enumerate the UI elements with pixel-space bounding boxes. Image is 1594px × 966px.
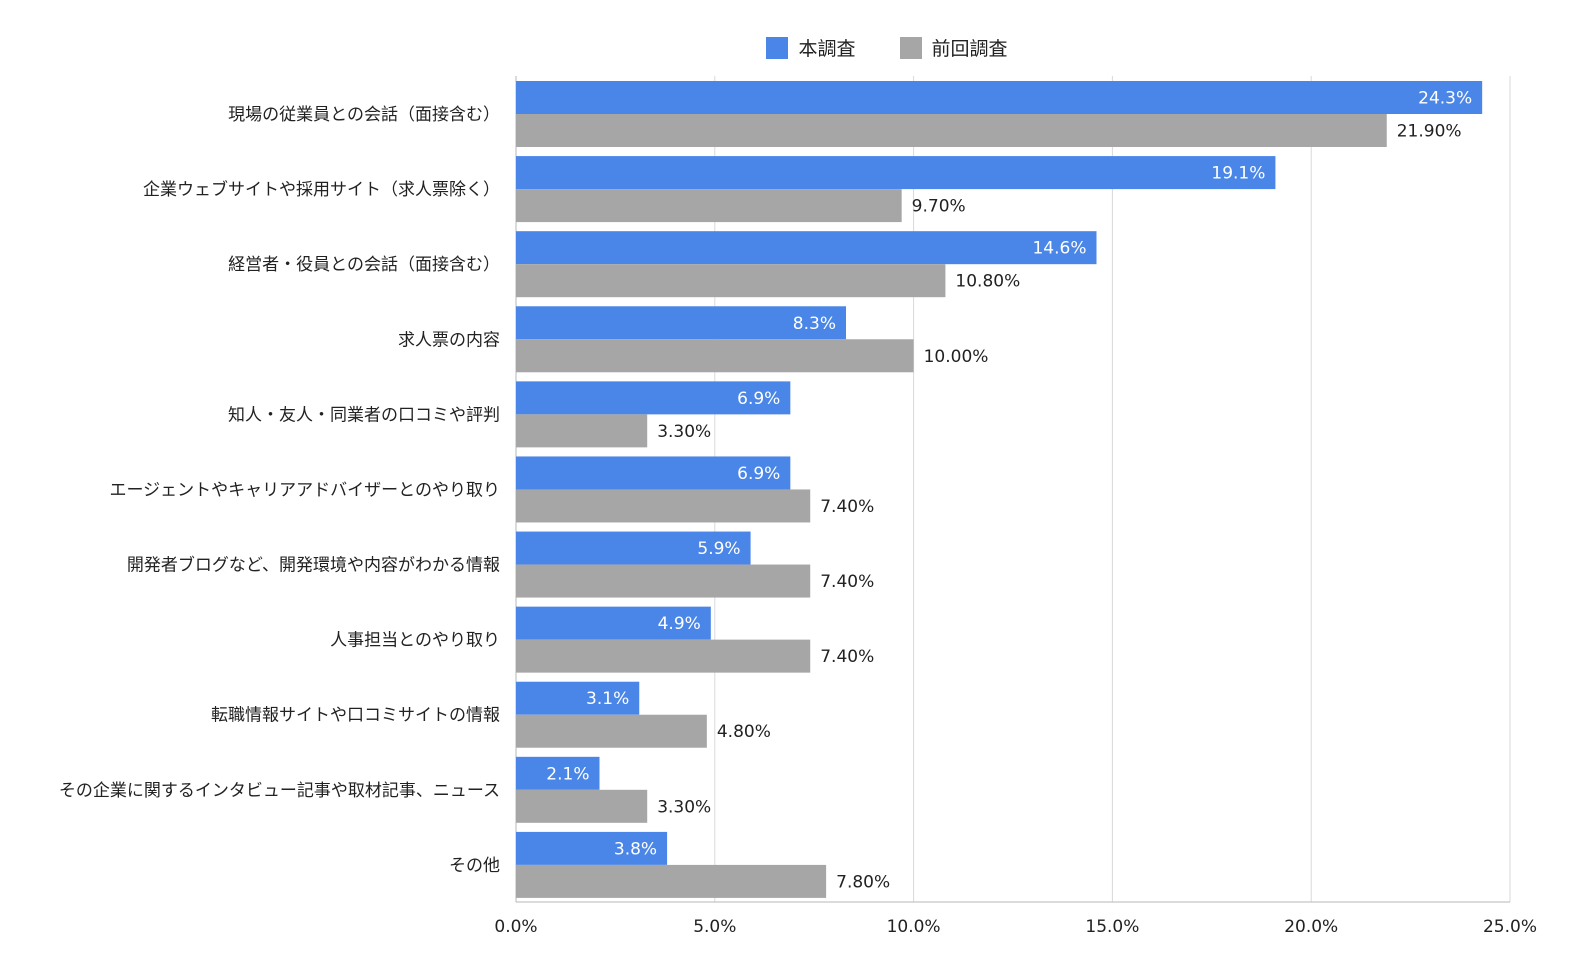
bar-current bbox=[516, 606, 711, 640]
category-label: その企業に関するインタビュー記事や取材記事、ニュース bbox=[59, 781, 500, 801]
data-label-current: 19.1% bbox=[1211, 164, 1265, 184]
x-tick-label: 10.0% bbox=[887, 917, 941, 937]
bar-previous bbox=[516, 339, 914, 373]
bar-current bbox=[516, 81, 1483, 114]
bar-current bbox=[516, 381, 791, 415]
category-label: その他 bbox=[449, 856, 500, 876]
bar-previous bbox=[516, 789, 648, 823]
bar-previous bbox=[516, 864, 827, 898]
category-label: エージェントやキャリアアドバイザーとのやり取り bbox=[110, 480, 501, 500]
data-label-previous: 7.40% bbox=[820, 497, 874, 517]
category-label: 経営者・役員との会話（面接含む） bbox=[228, 255, 500, 275]
x-tick-label: 5.0% bbox=[693, 917, 736, 937]
data-label-previous: 4.80% bbox=[717, 722, 771, 742]
data-label-current: 8.3% bbox=[793, 314, 836, 334]
data-label-current: 6.9% bbox=[737, 389, 780, 409]
x-tick-label: 0.0% bbox=[494, 917, 537, 937]
bar-current bbox=[516, 456, 791, 490]
data-label-previous: 7.40% bbox=[820, 647, 874, 667]
legend-item-previous: 前回調査 bbox=[899, 34, 1008, 61]
data-label-current: 24.3% bbox=[1418, 89, 1472, 109]
category-label: 現場の従業員との会話（面接含む） bbox=[228, 105, 500, 125]
data-label-current: 3.1% bbox=[586, 689, 629, 709]
data-label-previous: 7.80% bbox=[836, 872, 890, 892]
data-label-previous: 3.30% bbox=[657, 422, 711, 442]
legend-swatch-previous bbox=[899, 36, 922, 59]
category-label: 企業ウェブサイトや採用サイト（求人票除く） bbox=[143, 179, 500, 200]
bar-previous bbox=[516, 264, 946, 298]
category-label: 知人・友人・同業者の口コミや評判 bbox=[228, 405, 500, 425]
bar-previous bbox=[516, 564, 811, 598]
data-label-current: 5.9% bbox=[697, 539, 740, 559]
bar-current bbox=[516, 231, 1097, 265]
x-tick-label: 20.0% bbox=[1284, 917, 1338, 937]
data-label-previous: 3.30% bbox=[657, 797, 711, 817]
data-label-current: 14.6% bbox=[1032, 239, 1086, 259]
bar-previous bbox=[516, 714, 707, 748]
category-label: 開発者ブログなど、開発環境や内容がわかる情報 bbox=[127, 555, 500, 576]
legend-label-previous: 前回調査 bbox=[931, 38, 1008, 60]
x-tick-label: 25.0% bbox=[1483, 917, 1537, 937]
bar-previous bbox=[516, 489, 811, 523]
bar-current bbox=[516, 831, 668, 865]
bar-previous bbox=[516, 414, 648, 448]
data-label-current: 3.8% bbox=[614, 839, 657, 859]
category-label: 求人票の内容 bbox=[398, 330, 500, 350]
data-label-current: 2.1% bbox=[546, 764, 589, 784]
x-tick-label: 15.0% bbox=[1085, 917, 1139, 937]
legend-label-current: 本調査 bbox=[798, 38, 856, 60]
bar-current bbox=[516, 306, 847, 340]
bar-previous bbox=[516, 639, 811, 673]
bar-current bbox=[516, 756, 600, 790]
bar-previous bbox=[516, 114, 1387, 147]
bar-current bbox=[516, 531, 751, 565]
category-label: 転職情報サイトや口コミサイトの情報 bbox=[211, 706, 500, 726]
legend: 本調査 前回調査 bbox=[0, 34, 1594, 61]
category-label: 人事担当とのやり取り bbox=[330, 631, 500, 651]
data-label-previous: 7.40% bbox=[820, 572, 874, 592]
data-label-previous: 10.00% bbox=[924, 347, 989, 367]
data-label-current: 6.9% bbox=[737, 464, 780, 484]
bar-current bbox=[516, 681, 640, 715]
legend-item-current: 本調査 bbox=[766, 34, 856, 61]
legend-swatch-current bbox=[766, 36, 789, 59]
data-label-previous: 9.70% bbox=[912, 197, 966, 217]
data-label-previous: 10.80% bbox=[955, 272, 1020, 292]
data-label-current: 4.9% bbox=[658, 614, 701, 634]
data-label-previous: 21.90% bbox=[1397, 122, 1462, 142]
bar-previous bbox=[516, 189, 902, 223]
bar-current bbox=[516, 156, 1276, 190]
